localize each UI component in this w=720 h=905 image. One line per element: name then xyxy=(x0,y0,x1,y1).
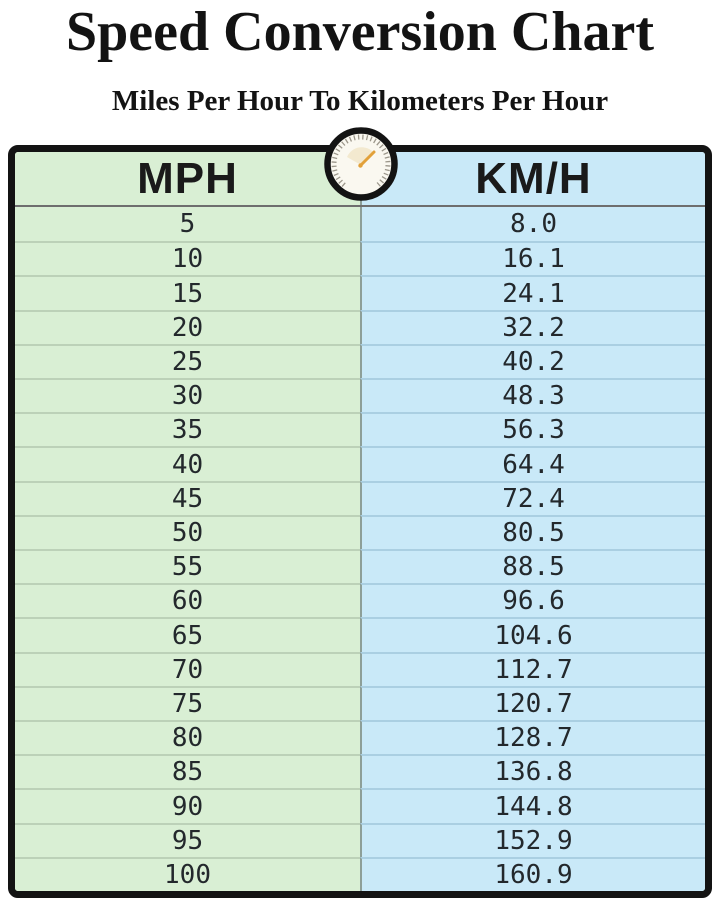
mph-cell: 60 xyxy=(15,583,360,618)
table-row: 100 160.9 xyxy=(15,856,705,891)
kmh-cell: 16.1 xyxy=(360,241,705,276)
mph-cell: 65 xyxy=(15,617,360,652)
kmh-cell: 88.5 xyxy=(360,549,705,584)
table-row: 5 8.0 xyxy=(15,207,705,242)
mph-cell: 80 xyxy=(15,720,360,755)
table-row: 40 64.4 xyxy=(15,446,705,481)
table-row: 80 128.7 xyxy=(15,720,705,755)
mph-cell: 15 xyxy=(15,275,360,310)
kmh-cell: 160.9 xyxy=(360,856,705,891)
mph-cell: 25 xyxy=(15,343,360,379)
kmh-cell: 120.7 xyxy=(360,685,705,721)
kmh-cell: 56.3 xyxy=(360,412,705,447)
mph-cell: 40 xyxy=(15,446,360,481)
table-row: 25 40.2 xyxy=(15,343,705,379)
mph-cell: 45 xyxy=(15,480,360,515)
kmh-cell: 72.4 xyxy=(360,480,705,515)
kmh-cell: 80.5 xyxy=(360,514,705,550)
speedometer-icon xyxy=(324,127,398,201)
mph-cell: 100 xyxy=(15,856,360,891)
table-row: 20 32.2 xyxy=(15,309,705,344)
mph-cell: 50 xyxy=(15,514,360,550)
table-row: 55 88.5 xyxy=(15,549,705,584)
mph-cell: 35 xyxy=(15,412,360,447)
mph-cell: 30 xyxy=(15,378,360,413)
table-row: 45 72.4 xyxy=(15,480,705,515)
mph-cell: 55 xyxy=(15,549,360,584)
table-row: 70 112.7 xyxy=(15,651,705,686)
kmh-cell: 32.2 xyxy=(360,309,705,344)
kmh-cell: 128.7 xyxy=(360,720,705,755)
table-row: 65 104.6 xyxy=(15,617,705,652)
kmh-cell: 104.6 xyxy=(360,617,705,652)
mph-cell: 90 xyxy=(15,788,360,823)
conversion-table: MPH KM/H 5 8.0 10 16.1 15 24.1 20 32.2 25 40.2 30 4… xyxy=(8,145,712,898)
mph-cell: 70 xyxy=(15,651,360,686)
table-row: 35 56.3 xyxy=(15,412,705,447)
table-row: 90 144.8 xyxy=(15,788,705,823)
mph-column-header: MPH xyxy=(15,152,360,205)
table-row: 85 136.8 xyxy=(15,754,705,789)
kmh-cell: 8.0 xyxy=(360,207,705,242)
kmh-cell: 112.7 xyxy=(360,651,705,686)
kmh-cell: 96.6 xyxy=(360,583,705,618)
kmh-cell: 144.8 xyxy=(360,788,705,823)
table-row: 95 152.9 xyxy=(15,822,705,857)
mph-cell: 75 xyxy=(15,685,360,721)
page-subtitle: Miles Per Hour To Kilometers Per Hour xyxy=(111,85,609,117)
mph-cell: 95 xyxy=(15,822,360,857)
kmh-cell: 48.3 xyxy=(360,378,705,413)
kmh-cell: 64.4 xyxy=(360,446,705,481)
table-body: 5 8.0 10 16.1 15 24.1 20 32.2 25 40.2 30 48.3 35 56.3… xyxy=(15,207,705,891)
table-row: 30 48.3 xyxy=(15,378,705,413)
mph-cell: 5 xyxy=(15,207,360,242)
page-title: Speed Conversion Chart xyxy=(65,1,655,63)
mph-cell: 10 xyxy=(15,241,360,276)
kmh-cell: 136.8 xyxy=(360,754,705,789)
kmh-cell: 40.2 xyxy=(360,343,705,379)
kmh-cell: 24.1 xyxy=(360,275,705,310)
table-header-row: MPH KM/H xyxy=(15,152,705,207)
kmh-cell: 152.9 xyxy=(360,822,705,857)
mph-cell: 85 xyxy=(15,754,360,789)
kmh-column-header: KM/H xyxy=(360,152,705,205)
mph-cell: 20 xyxy=(15,309,360,344)
table-row: 50 80.5 xyxy=(15,514,705,550)
table-row: 15 24.1 xyxy=(15,275,705,310)
table-row: 10 16.1 xyxy=(15,241,705,276)
table-row: 75 120.7 xyxy=(15,685,705,721)
table-row: 60 96.6 xyxy=(15,583,705,618)
